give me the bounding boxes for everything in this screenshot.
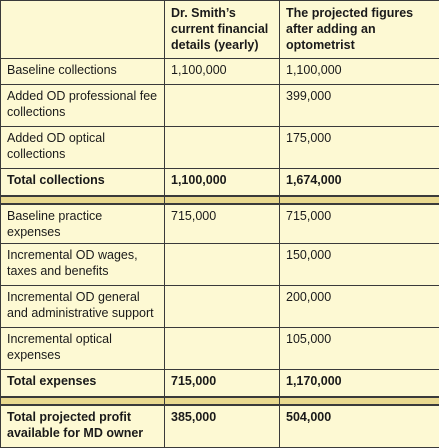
total-expenses-label: Total expenses	[1, 370, 165, 398]
total-collections-current: 1,100,000	[165, 169, 280, 197]
row-projected: 105,000	[280, 328, 439, 370]
row-current: 715,000	[165, 204, 280, 244]
row-projected: 399,000	[280, 85, 439, 127]
separator-row	[1, 397, 439, 405]
row-current	[165, 328, 280, 370]
row-label: Incremental OD wages, taxes and benefits	[1, 244, 165, 286]
header-blank-cell	[1, 1, 165, 59]
separator-cell	[165, 397, 280, 405]
total-collections-projected: 1,674,000	[280, 169, 439, 197]
row-projected: 715,000	[280, 204, 439, 244]
row-projected: 150,000	[280, 244, 439, 286]
separator-cell	[165, 196, 280, 204]
separator-cell	[1, 397, 165, 405]
table-row: Incremental OD general and administrativ…	[1, 286, 439, 328]
row-projected: 175,000	[280, 127, 439, 169]
row-label: Baseline practice expenses	[1, 204, 165, 244]
separator-cell	[1, 196, 165, 204]
profit-label: Total projected profit available for MD …	[1, 405, 165, 448]
row-current	[165, 286, 280, 328]
separator-row	[1, 196, 439, 204]
table-row: Baseline collections 1,100,000 1,100,000	[1, 59, 439, 85]
table-row: Baseline practice expenses 715,000 715,0…	[1, 204, 439, 244]
profit-row: Total projected profit available for MD …	[1, 405, 439, 448]
row-label: Added OD professional fee collections	[1, 85, 165, 127]
row-current	[165, 85, 280, 127]
row-label: Baseline collections	[1, 59, 165, 85]
row-label: Incremental optical expenses	[1, 328, 165, 370]
row-label: Incremental OD general and administrativ…	[1, 286, 165, 328]
row-current: 1,100,000	[165, 59, 280, 85]
header-projected: The projected figures after adding an op…	[280, 1, 439, 59]
row-label: Added OD optical collections	[1, 127, 165, 169]
separator-cell	[280, 196, 439, 204]
separator-cell	[280, 397, 439, 405]
table-row: Incremental optical expenses 105,000	[1, 328, 439, 370]
table-row: Incremental OD wages, taxes and benefits…	[1, 244, 439, 286]
table-row: Added OD optical collections 175,000	[1, 127, 439, 169]
total-expenses-projected: 1,170,000	[280, 370, 439, 398]
row-current	[165, 127, 280, 169]
profit-projected: 504,000	[280, 405, 439, 448]
total-expenses-current: 715,000	[165, 370, 280, 398]
row-projected: 1,100,000	[280, 59, 439, 85]
row-projected: 200,000	[280, 286, 439, 328]
header-row: Dr. Smith’s current financial details (y…	[1, 1, 439, 59]
row-current	[165, 244, 280, 286]
profit-current: 385,000	[165, 405, 280, 448]
total-expenses-row: Total expenses 715,000 1,170,000	[1, 370, 439, 398]
total-collections-row: Total collections 1,100,000 1,674,000	[1, 169, 439, 197]
total-collections-label: Total collections	[1, 169, 165, 197]
header-current: Dr. Smith’s current financial details (y…	[165, 1, 280, 59]
table-row: Added OD professional fee collections 39…	[1, 85, 439, 127]
